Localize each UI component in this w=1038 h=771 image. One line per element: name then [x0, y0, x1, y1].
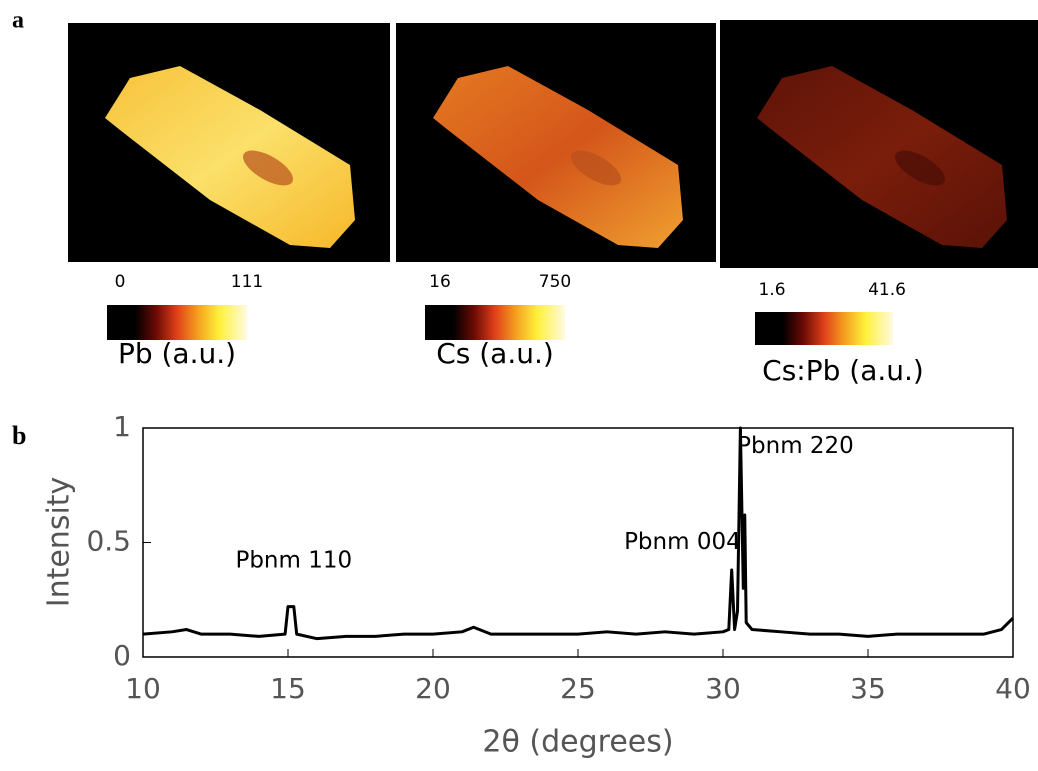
- x-tick-label: 25: [560, 672, 596, 705]
- y-tick-label: 0.5: [86, 525, 131, 558]
- x-tick-label: 20: [415, 672, 451, 705]
- peak-annotation: Pbnm 004: [624, 529, 741, 555]
- colorbar-min: 1.6: [758, 280, 785, 300]
- x-tick-label: 35: [850, 672, 886, 705]
- map-crystal: [105, 66, 355, 248]
- panel-label: b: [12, 421, 26, 450]
- colorbar-min: 0: [115, 272, 126, 292]
- colorbar: [107, 305, 247, 340]
- map-core: [243, 150, 293, 186]
- colorbar-title: Cs:Pb (a.u.): [762, 354, 924, 387]
- colorbar-max: 111: [231, 272, 263, 292]
- panel-label: a: [12, 8, 24, 34]
- y-tick-label: 1: [113, 410, 131, 443]
- map-core: [895, 150, 945, 186]
- plot-frame: [142, 427, 1014, 658]
- map-crystal: [757, 66, 1007, 248]
- map-core: [571, 150, 621, 186]
- x-tick-label: 10: [125, 672, 161, 705]
- map-crystal: [433, 66, 683, 248]
- colorbar-title: Pb (a.u.): [118, 337, 236, 370]
- colorbar-max: 750: [539, 272, 571, 292]
- intensity-line: [142, 426, 1015, 641]
- x-axis-label: 2θ (degrees): [482, 725, 673, 760]
- peak-annotation: Pbnm 220: [737, 433, 854, 459]
- maps: [68, 20, 1038, 268]
- colorbar-min: 16: [429, 272, 451, 292]
- colorbar-max: 41.6: [868, 280, 906, 300]
- y-axis-label: Intensity: [42, 477, 77, 608]
- colorbar: [755, 312, 893, 345]
- colorbar: [425, 305, 565, 340]
- colorbar-title: Cs (a.u.): [436, 337, 554, 370]
- y-tick-label: 0: [113, 639, 131, 672]
- x-tick-label: 40: [995, 672, 1031, 705]
- peak-annotation: Pbnm 110: [235, 547, 352, 573]
- x-tick-label: 30: [705, 672, 741, 705]
- x-tick-label: 15: [270, 672, 306, 705]
